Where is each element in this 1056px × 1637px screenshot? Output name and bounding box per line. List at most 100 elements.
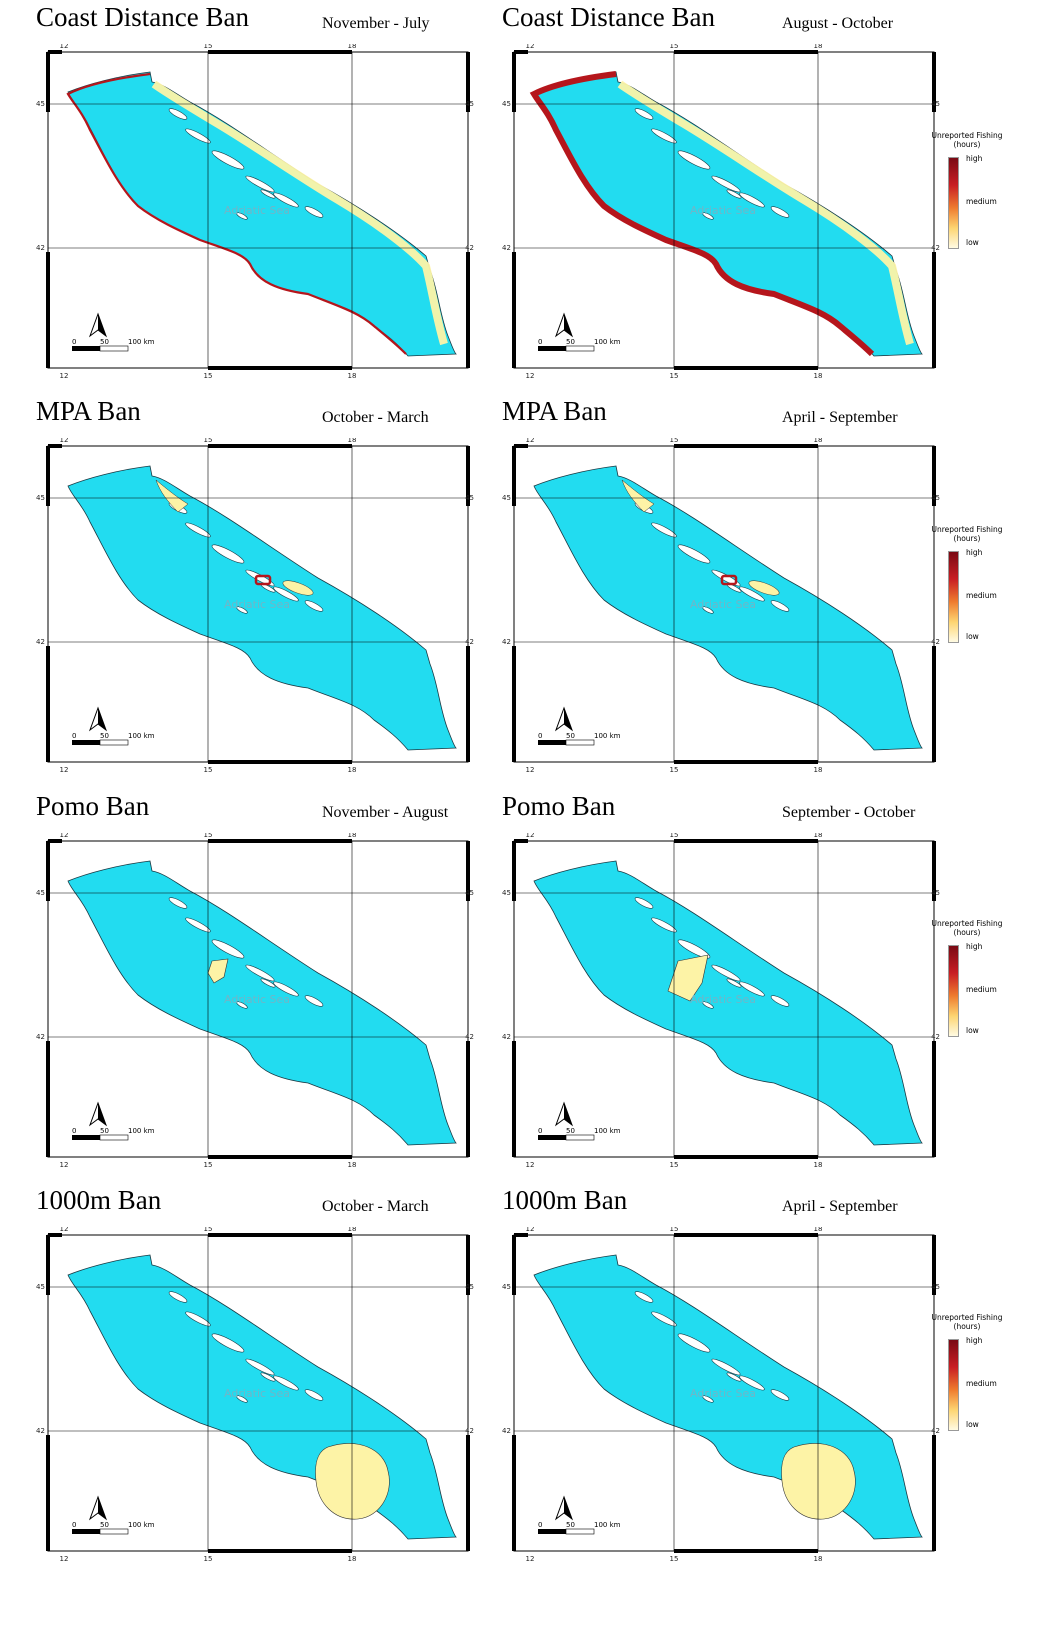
legend-title: Unreported Fishing (hours) — [931, 1313, 1003, 1331]
legend: Unreported Fishing (hours) high medium low — [922, 525, 1012, 655]
lon-tick-label-bottom: 12 — [526, 372, 535, 380]
lat-tick-label-left: 42 — [502, 1427, 511, 1435]
lon-tick-label-bottom: 12 — [526, 766, 535, 774]
panel-title: 1000m Ban — [502, 1185, 628, 1215]
scale-label: 50 — [100, 732, 109, 740]
lat-tick-label-left: 42 — [36, 638, 45, 646]
fishing-overlay — [155, 479, 314, 596]
map-frame: Adriatic Sea 12 12 15 15 18 18 45 45 42 42 0 50 100 k… — [502, 833, 940, 1169]
map-frame: Adriatic Sea 12 12 15 15 18 18 45 45 42 42 0 50 100 k… — [502, 438, 940, 774]
islands — [634, 1291, 790, 1403]
legend-medium-label: medium — [966, 197, 997, 206]
adriatic-sea-area — [67, 465, 457, 751]
neatline — [512, 839, 936, 1159]
scale-label: 50 — [100, 338, 109, 346]
lon-tick-label-bottom: 18 — [348, 1555, 357, 1563]
lon-tick-label-top: 12 — [60, 44, 69, 50]
graticule — [514, 841, 934, 1157]
legend: Unreported Fishing (hours) high medium low — [922, 1313, 1012, 1443]
lat-tick-label-right: 42 — [465, 638, 474, 646]
adriatic-sea-area — [67, 860, 457, 1146]
lon-tick-label-top: 12 — [60, 833, 69, 839]
lat-tick-label-right: 45 — [931, 100, 940, 108]
lon-tick-label-bottom: 15 — [204, 1555, 213, 1563]
panel-period: October - March — [322, 409, 429, 426]
scale-label: 50 — [566, 732, 575, 740]
map-panel: Coast Distance Ban November - July Adriati… — [28, 2, 518, 414]
legend-high-label: high — [966, 548, 983, 557]
lat-tick-label-right: 42 — [931, 1427, 940, 1435]
lon-tick-label-top: 15 — [670, 438, 679, 444]
lon-tick-label-top: 12 — [526, 1227, 535, 1233]
lon-tick-label-top: 15 — [670, 1227, 679, 1233]
panel-title: MPA Ban — [36, 396, 141, 426]
lat-tick-label-right: 45 — [465, 494, 474, 502]
lon-tick-label-bottom: 12 — [60, 1555, 69, 1563]
north-arrow-icon — [554, 312, 574, 338]
lat-tick-label-left: 45 — [36, 494, 45, 502]
scale-label: 100 km — [594, 1521, 621, 1529]
fishing-overlay — [667, 954, 709, 1002]
lon-tick-label-top: 15 — [204, 438, 213, 444]
lon-tick-label-bottom: 12 — [60, 372, 69, 380]
scale-bar: 0 50 100 km — [538, 1127, 621, 1141]
lat-tick-label-right: 45 — [931, 494, 940, 502]
scale-label: 50 — [566, 1127, 575, 1135]
sea-label: Adriatic Sea — [224, 204, 290, 217]
map-panel: MPA Ban October - March Adriatic Sea 12 12 15… — [28, 396, 518, 808]
neatline — [46, 444, 470, 764]
scale-bar: 0 50 100 km — [72, 1127, 155, 1141]
map-panel: Pomo Ban November - August Adriatic Sea 12 1… — [28, 791, 518, 1203]
lon-tick-label-bottom: 18 — [814, 766, 823, 774]
lon-tick-label-bottom: 15 — [670, 372, 679, 380]
north-arrow-icon — [554, 706, 574, 732]
sea-label: Adriatic Sea — [690, 993, 756, 1006]
lon-tick-label-top: 12 — [526, 44, 535, 50]
lon-tick-label-bottom: 18 — [814, 1161, 823, 1169]
scale-label: 0 — [72, 1521, 76, 1529]
lon-tick-label-bottom: 12 — [60, 1161, 69, 1169]
lat-tick-label-right: 45 — [931, 1283, 940, 1291]
lat-tick-label-left: 45 — [36, 889, 45, 897]
lat-tick-label-left: 45 — [502, 494, 511, 502]
lon-tick-label-top: 18 — [814, 1227, 823, 1233]
map-panel: Coast Distance Ban August - October Adriat… — [494, 2, 984, 414]
map-panel: 1000m Ban October - March Adriatic Sea 12 12… — [28, 1185, 518, 1597]
lon-tick-label-bottom: 18 — [348, 1161, 357, 1169]
lon-tick-label-top: 15 — [204, 1227, 213, 1233]
fishing-overlay — [66, 72, 448, 355]
map-panel: MPA Ban April - September Adriatic Sea 12 12… — [494, 396, 984, 808]
lon-tick-label-top: 18 — [348, 44, 357, 50]
sea-label: Adriatic Sea — [690, 204, 756, 217]
scale-label: 100 km — [128, 1521, 155, 1529]
graticule — [514, 1235, 934, 1551]
lon-tick-label-top: 18 — [348, 1227, 357, 1233]
scale-bar: 0 50 100 km — [538, 732, 621, 746]
scale-label: 100 km — [594, 1127, 621, 1135]
sea-label: Adriatic Sea — [224, 598, 290, 611]
lon-tick-label-bottom: 15 — [204, 1161, 213, 1169]
lat-tick-label-right: 42 — [931, 638, 940, 646]
north-arrow-icon — [554, 1495, 574, 1521]
legend-title: Unreported Fishing (hours) — [931, 131, 1003, 149]
lon-tick-label-bottom: 15 — [204, 372, 213, 380]
lat-tick-label-right: 42 — [465, 244, 474, 252]
lon-tick-label-top: 18 — [348, 833, 357, 839]
scale-label: 100 km — [128, 338, 155, 346]
graticule — [48, 446, 468, 762]
scale-label: 100 km — [128, 732, 155, 740]
map-frame: Adriatic Sea 12 12 15 15 18 18 45 45 42 42 0 50 100 k… — [36, 44, 474, 380]
lat-tick-label-left: 42 — [502, 1033, 511, 1041]
panel-period: September - October — [782, 804, 916, 821]
legend-high-label: high — [966, 154, 983, 163]
scale-label: 100 km — [594, 732, 621, 740]
graticule — [514, 52, 934, 368]
north-arrow-icon — [88, 312, 108, 338]
lat-tick-label-left: 42 — [36, 244, 45, 252]
lon-tick-label-top: 15 — [670, 44, 679, 50]
lat-tick-label-left: 45 — [502, 889, 511, 897]
islands — [634, 108, 790, 220]
lat-tick-label-right: 45 — [465, 889, 474, 897]
lat-tick-label-left: 45 — [36, 100, 45, 108]
lon-tick-label-bottom: 15 — [204, 766, 213, 774]
